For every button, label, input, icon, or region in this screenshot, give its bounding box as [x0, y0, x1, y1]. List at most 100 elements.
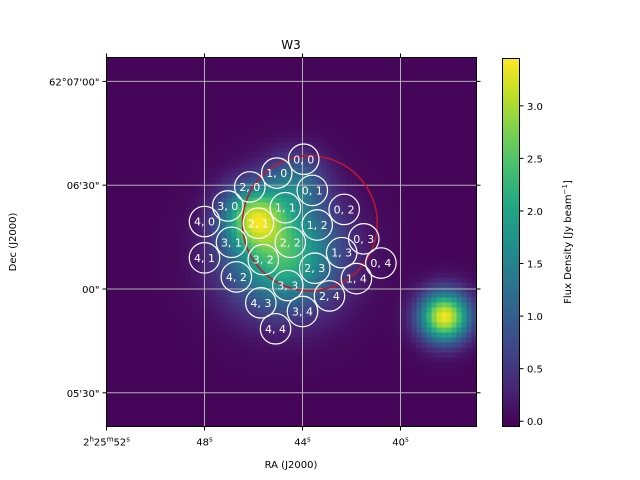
heatmap-cell — [426, 72, 432, 78]
heatmap-cell — [406, 157, 412, 163]
heatmap-cell — [266, 167, 272, 173]
heatmap-cell — [261, 362, 267, 368]
heatmap-cell — [231, 127, 237, 133]
heatmap-cell — [331, 77, 337, 83]
heatmap-cell — [386, 177, 392, 183]
heatmap-cell — [271, 192, 277, 198]
heatmap-cell — [251, 167, 257, 173]
heatmap-cell — [271, 92, 277, 98]
heatmap-cell — [406, 242, 412, 248]
heatmap-cell — [271, 202, 277, 208]
heatmap-cell — [276, 167, 282, 173]
heatmap-cell — [161, 82, 167, 88]
heatmap-cell — [361, 197, 367, 203]
heatmap-cell — [151, 172, 157, 178]
heatmap-cell — [171, 252, 177, 258]
heatmap-cell — [386, 267, 392, 273]
heatmap-cell — [356, 132, 362, 138]
heatmap-cell — [246, 227, 252, 233]
heatmap-cell — [386, 207, 392, 213]
heatmap-cell — [106, 132, 112, 138]
heatmap-cell — [296, 357, 302, 363]
heatmap-cell — [121, 267, 127, 273]
heatmap-cell — [171, 192, 177, 198]
heatmap-cell — [211, 177, 217, 183]
heatmap-cell — [156, 172, 162, 178]
heatmap-cell — [191, 337, 197, 343]
heatmap-cell — [221, 112, 227, 118]
heatmap-cell — [386, 127, 392, 133]
heatmap-cell — [341, 97, 347, 103]
heatmap-cell — [431, 287, 437, 293]
heatmap-cell — [176, 162, 182, 168]
heatmap-cell — [136, 342, 142, 348]
heatmap-cell — [151, 322, 157, 328]
heatmap-cell — [406, 132, 412, 138]
heatmap-cell — [296, 377, 302, 383]
heatmap-cell — [151, 177, 157, 183]
heatmap-cell — [281, 82, 287, 88]
heatmap-cell — [251, 212, 257, 218]
heatmap-cell — [196, 117, 202, 123]
heatmap-cell — [251, 252, 257, 258]
heatmap-cell — [436, 277, 442, 283]
heatmap-cell — [366, 237, 372, 243]
heatmap-cell — [231, 162, 237, 168]
heatmap-cell — [361, 367, 367, 373]
heatmap-cell — [421, 212, 427, 218]
heatmap-cell — [286, 202, 292, 208]
heatmap-cell — [131, 187, 137, 193]
heatmap-cell — [111, 307, 117, 313]
heatmap-cell — [226, 307, 232, 313]
heatmap-cell — [436, 97, 442, 103]
heatmap-cell — [251, 207, 257, 213]
heatmap-cell — [376, 77, 382, 83]
heatmap-cell — [351, 377, 357, 383]
heatmap-cell — [431, 177, 437, 183]
heatmap-cell — [231, 107, 237, 113]
heatmap-cell — [406, 207, 412, 213]
heatmap-cell — [426, 287, 432, 293]
heatmap-cell — [211, 62, 217, 68]
heatmap-cell — [421, 162, 427, 168]
heatmap-cell — [441, 367, 447, 373]
heatmap-cell — [136, 72, 142, 78]
heatmap-cell — [256, 322, 262, 328]
heatmap-cell — [246, 172, 252, 178]
heatmap-cell — [421, 232, 427, 238]
heatmap-cell — [371, 347, 377, 353]
heatmap-cell — [251, 342, 257, 348]
heatmap-cell — [456, 387, 462, 393]
heatmap-cell — [341, 72, 347, 78]
heatmap-cell — [251, 332, 257, 338]
heatmap-cell — [146, 82, 152, 88]
heatmap-cell — [316, 332, 322, 338]
heatmap-cell — [136, 352, 142, 358]
heatmap-cell — [291, 392, 297, 398]
heatmap-cell — [461, 152, 467, 158]
heatmap-cell — [226, 357, 232, 363]
heatmap-cell — [351, 127, 357, 133]
heatmap-cell — [306, 257, 312, 263]
heatmap-cell — [281, 337, 287, 343]
heatmap-cell — [106, 57, 112, 63]
heatmap-cell — [246, 122, 252, 128]
heatmap-cell — [276, 337, 282, 343]
heatmap-cell — [346, 82, 352, 88]
heatmap-cell — [271, 102, 277, 108]
heatmap-cell — [131, 287, 137, 293]
heatmap-cell — [411, 207, 417, 213]
heatmap-cell — [291, 82, 297, 88]
heatmap-cell — [436, 87, 442, 93]
heatmap-cell — [406, 167, 412, 173]
heatmap-cell — [301, 172, 307, 178]
heatmap-cell — [116, 92, 122, 98]
heatmap-cell — [411, 297, 417, 303]
heatmap-cell — [276, 72, 282, 78]
heatmap-cell — [426, 132, 432, 138]
heatmap-cell — [246, 277, 252, 283]
heatmap-cell — [121, 77, 127, 83]
heatmap-cell — [301, 377, 307, 383]
heatmap-cell — [331, 192, 337, 198]
heatmap-cell — [386, 92, 392, 98]
